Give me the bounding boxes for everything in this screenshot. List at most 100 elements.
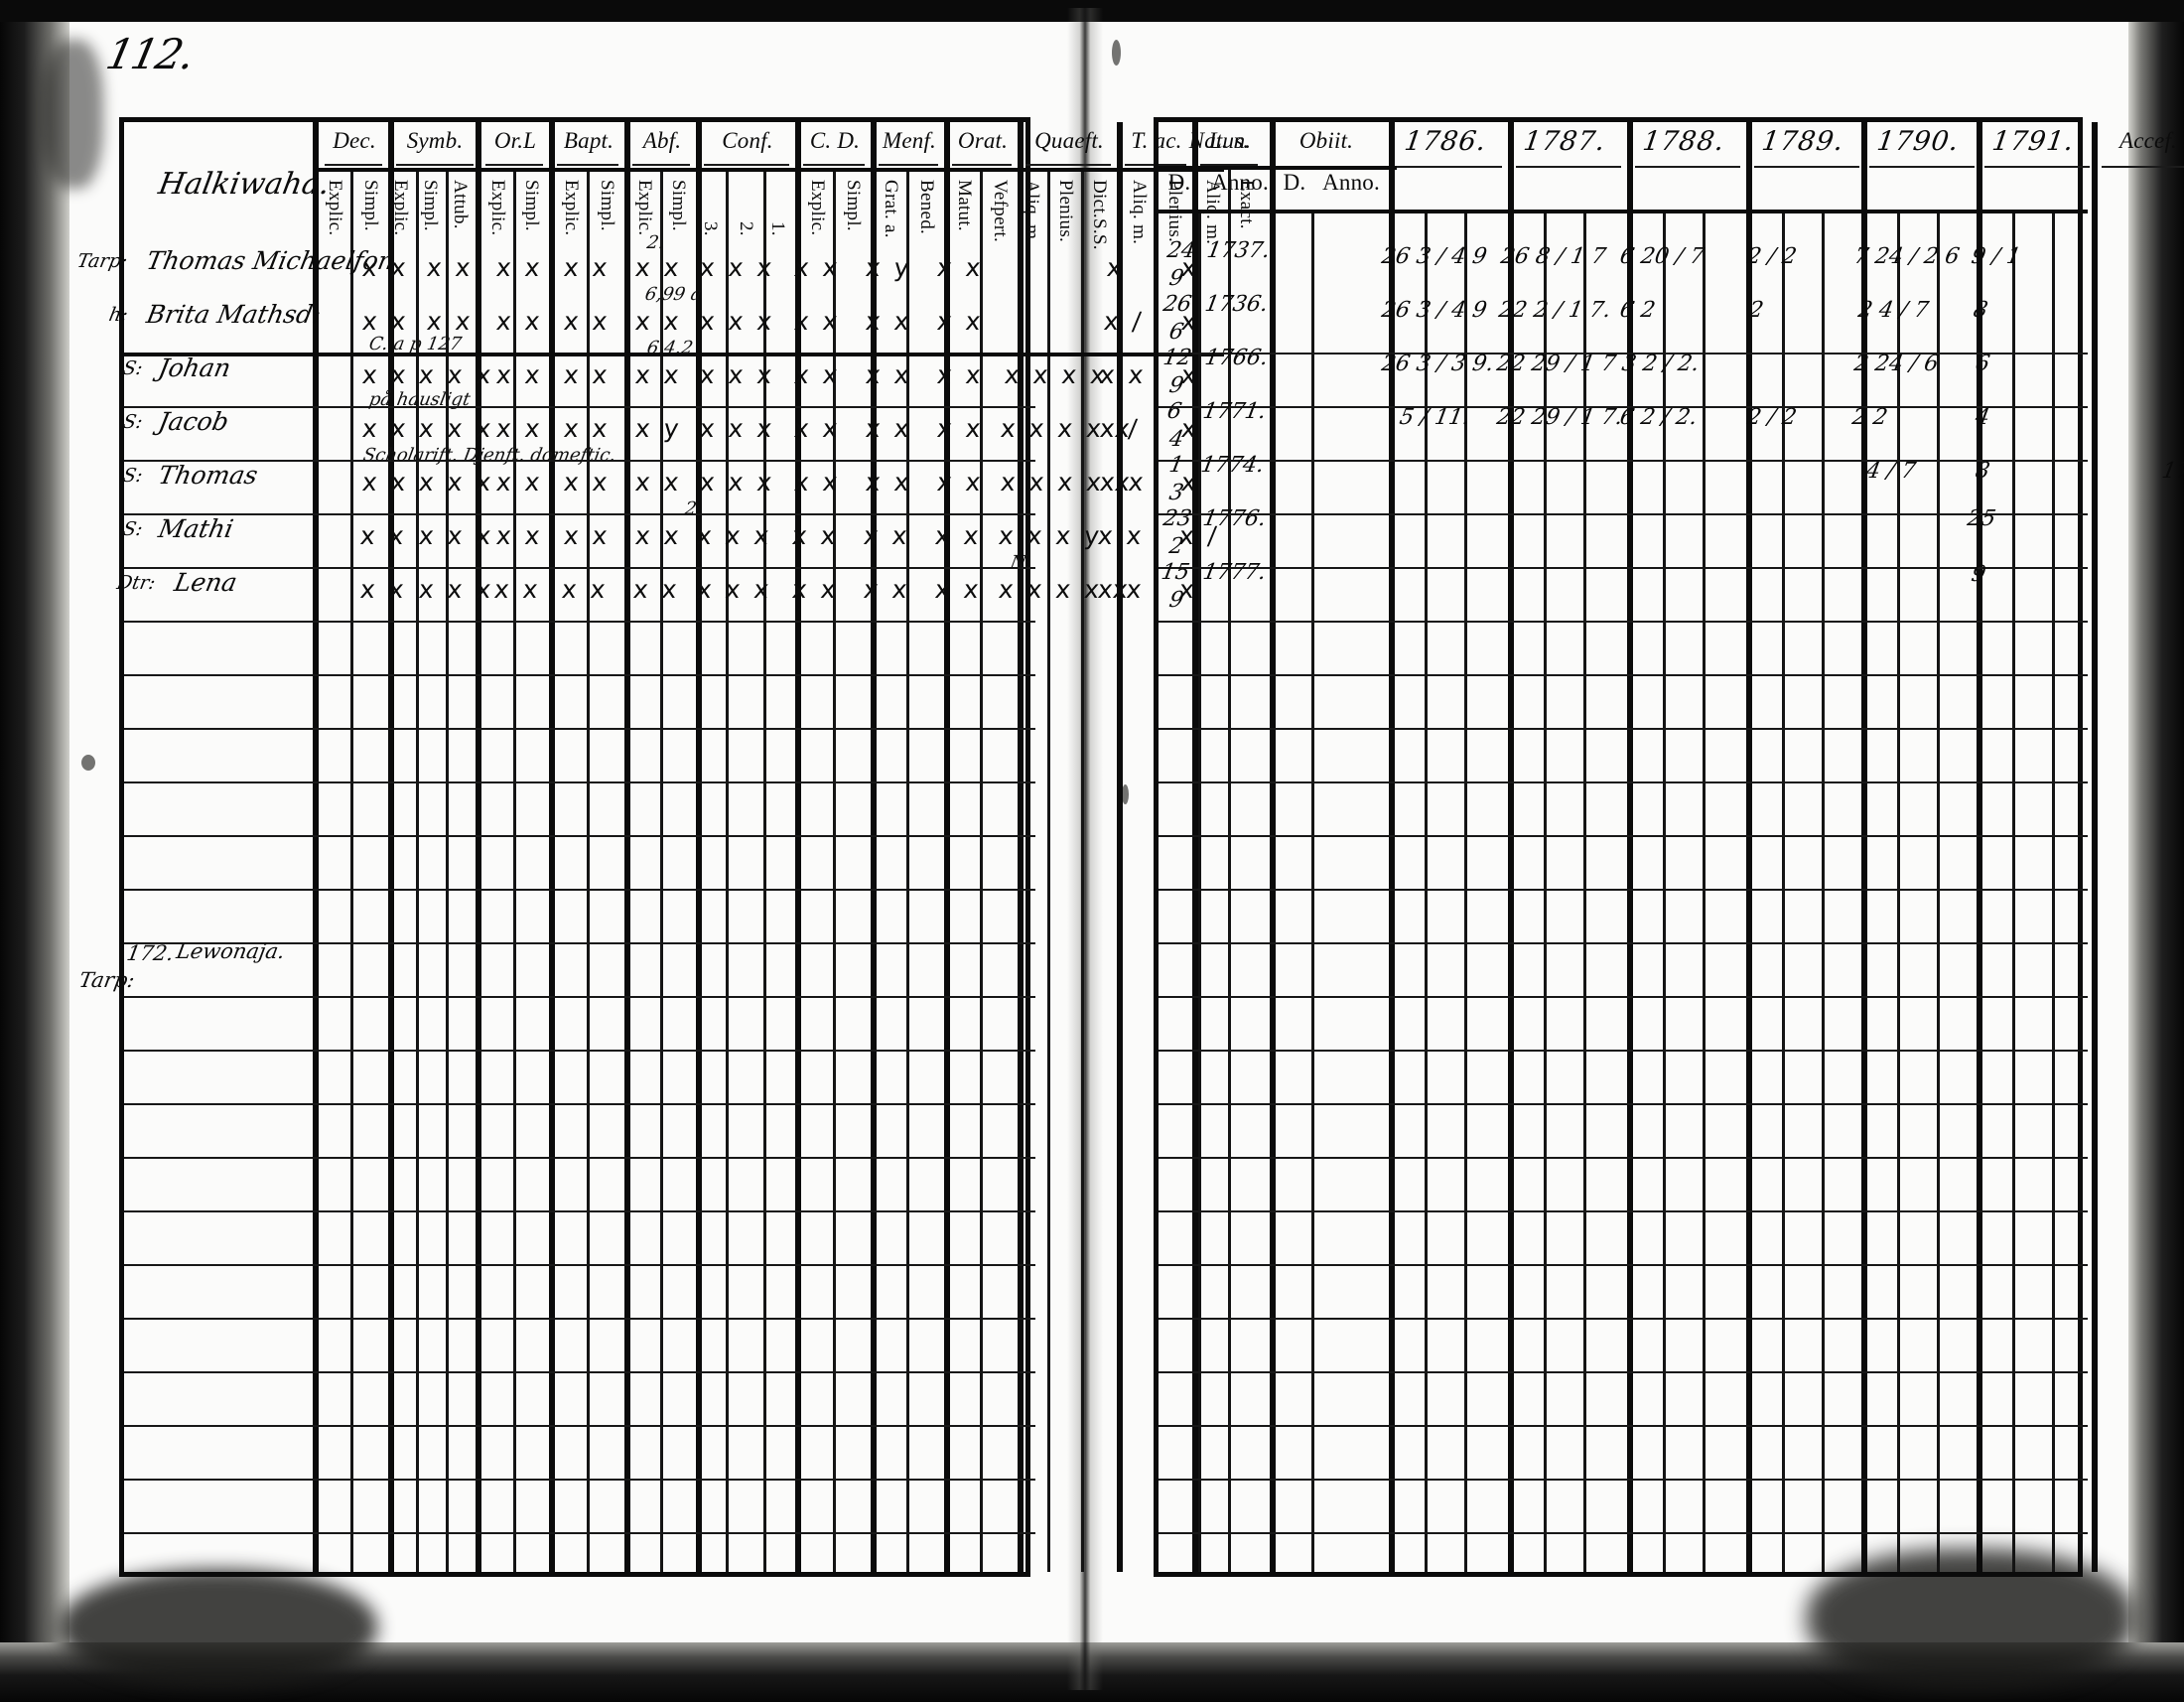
row-rule: [124, 1157, 1035, 1159]
cell-1788: 6 2 / 2.: [1617, 405, 1700, 430]
col-divider: [906, 168, 909, 1572]
header-bottom-rule: [1159, 166, 1397, 170]
cell-1790: 2 4 / 7: [1855, 298, 1931, 323]
row-rule: [1159, 460, 2088, 462]
subcol-symb-attub: Attub.: [450, 180, 471, 229]
ink-speck: [1112, 40, 1121, 66]
row-rule: [1159, 1050, 2088, 1052]
row-annotation: 2.: [683, 498, 705, 519]
subcol-natus-d: D.: [1167, 170, 1191, 195]
col-divider: [313, 122, 319, 1572]
natus-year: 1766.: [1202, 346, 1271, 370]
cell-1790: 7 24 / 2 6: [1851, 244, 1962, 269]
col-divider: [1389, 122, 1395, 1572]
column-group-label-orl: Or.L: [493, 128, 537, 153]
cell-1788: 6 20 / 7: [1617, 244, 1706, 269]
row-rule: [124, 1371, 1035, 1373]
col-divider: [980, 168, 983, 1572]
group-rule: [1635, 166, 1740, 168]
row-annotation: Scholarift. Djenft. domeftic.: [361, 445, 618, 466]
year-header-1787: 1787.: [1521, 126, 1608, 157]
row-marks-cd: x x: [792, 360, 843, 389]
subcol-obiit-d: D.: [1283, 170, 1306, 195]
row-marks-tac: x /: [1102, 307, 1146, 336]
subcol-abf-explic: Explic.: [634, 180, 655, 236]
col-divider: [944, 122, 950, 1572]
row-rule: [124, 1479, 1035, 1481]
row-marks-tac: x x: [1096, 521, 1147, 550]
cell-1787: 22 29 / 1 7: [1494, 352, 1618, 376]
row-marks-orat: x x: [935, 253, 986, 282]
corner-smudge-tl: [44, 40, 103, 189]
row-rule: [124, 1103, 1035, 1105]
row-rule: [124, 1425, 1035, 1427]
row-rule: [1159, 1371, 2088, 1373]
row-rule: [1159, 1425, 2088, 1427]
row-name: Lena: [172, 568, 240, 597]
row-rule: [124, 889, 1035, 891]
row-marks-conf: x x x: [698, 360, 776, 389]
row-marks-orl: x x: [494, 360, 545, 389]
group-rule: [396, 164, 474, 166]
year-header-1789: 1789.: [1759, 126, 1846, 157]
row-rule: [124, 674, 1035, 676]
col-divider: [1464, 210, 1467, 1572]
group-rule: [1754, 166, 1859, 168]
year-header-1786: 1786.: [1402, 126, 1489, 157]
col-divider: [1198, 210, 1201, 1572]
cell-1787: 22 2 / 1 7.: [1496, 298, 1613, 323]
col-divider: [416, 168, 419, 1572]
book-edge-left: [0, 0, 69, 1702]
col-divider: [1270, 122, 1276, 1572]
column-group-label-orat: Orat.: [957, 128, 1009, 153]
row-rule: [1159, 728, 2088, 730]
group-rule: [325, 164, 382, 166]
col-divider: [1228, 168, 1231, 1572]
row-marks-cd: x x: [792, 307, 843, 336]
row-rule: [1159, 781, 2088, 783]
group-rule: [557, 164, 618, 166]
row-rule: [124, 353, 1035, 356]
col-divider: [660, 168, 663, 1572]
row-name: Mathi: [156, 514, 236, 543]
row-marks-bapt: x x: [562, 521, 613, 550]
subcol-tac-aliq: Aliq. m.: [1129, 180, 1150, 245]
subcol-symb-explic: Explic.: [390, 180, 411, 236]
column-group-label-abf: Abf.: [642, 128, 682, 153]
row-marks-abf: x x: [633, 521, 684, 550]
row-marks-orl: x x: [492, 575, 543, 604]
row-rule: [1159, 996, 2088, 998]
row-marks-cd: x x: [790, 575, 841, 604]
group-rule: [1984, 166, 2090, 168]
cell-abit: 1788.: [2159, 459, 2184, 484]
row-marks-dec: x x: [358, 521, 409, 550]
row-marks-menf: x x: [864, 360, 914, 389]
row-marks-bapt: x x: [562, 253, 613, 282]
subcol-bapt-simpl: Simpl.: [597, 180, 617, 231]
subcol-quaeft-aliq: Aliq. m.: [1022, 180, 1042, 245]
natus-day: 26: [1160, 292, 1194, 317]
row-marks-cd: x x: [792, 468, 843, 496]
cell-1787: 26 8 / 1 7: [1498, 244, 1608, 269]
row-rule: [1159, 1210, 2088, 1212]
subcol-obiit-anno: Anno.: [1322, 170, 1380, 195]
cell-1786: 26 3 / 4 9: [1379, 244, 1489, 269]
subcol-bapt-explic: Explic.: [561, 180, 582, 236]
column-group-label-bapt: Bapt.: [563, 128, 614, 153]
natus-day: 15: [1159, 560, 1192, 585]
col-divider: [1192, 122, 1198, 1572]
row-rule: [124, 1210, 1035, 1212]
row-marks-orat: x x: [935, 307, 986, 336]
group-rule: [1869, 166, 1975, 168]
row-marks-conf: x x x: [695, 521, 773, 550]
col-divider: [871, 122, 877, 1572]
col-divider: [2092, 122, 2098, 1572]
col-divider: [1508, 122, 1514, 1572]
row-rule: [124, 781, 1035, 783]
col-divider: [1937, 210, 1940, 1572]
subcol-orat-matut: Matut.: [954, 180, 975, 231]
row-marks-tac: x x: [1098, 468, 1149, 496]
subcol-conf-1: 1.: [767, 221, 788, 236]
row-rule: [124, 621, 1035, 623]
row-marks-menf: x x: [864, 414, 914, 443]
